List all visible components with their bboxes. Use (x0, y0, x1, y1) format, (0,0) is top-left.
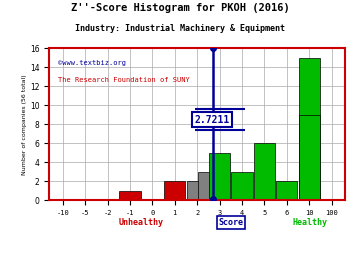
Text: The Research Foundation of SUNY: The Research Foundation of SUNY (58, 77, 190, 83)
Bar (299, 115, 320, 201)
Y-axis label: Number of companies (56 total): Number of companies (56 total) (22, 74, 27, 175)
Text: Healthy: Healthy (292, 218, 327, 227)
Bar (209, 153, 230, 201)
Text: Industry: Industrial Machinery & Equipment: Industry: Industrial Machinery & Equipme… (75, 24, 285, 33)
Text: 2.7211: 2.7211 (194, 114, 230, 124)
Bar (299, 58, 320, 201)
Bar (198, 172, 219, 201)
Text: ©www.textbiz.org: ©www.textbiz.org (58, 60, 126, 66)
Text: Score: Score (218, 218, 243, 227)
Text: Z''-Score Histogram for PKOH (2016): Z''-Score Histogram for PKOH (2016) (71, 3, 289, 13)
Bar (298, 134, 320, 201)
Bar (254, 143, 275, 201)
Bar (164, 181, 185, 201)
Bar (119, 191, 141, 201)
Bar (231, 172, 253, 201)
Text: Unhealthy: Unhealthy (119, 218, 164, 227)
Bar (186, 181, 208, 201)
Bar (276, 181, 297, 201)
